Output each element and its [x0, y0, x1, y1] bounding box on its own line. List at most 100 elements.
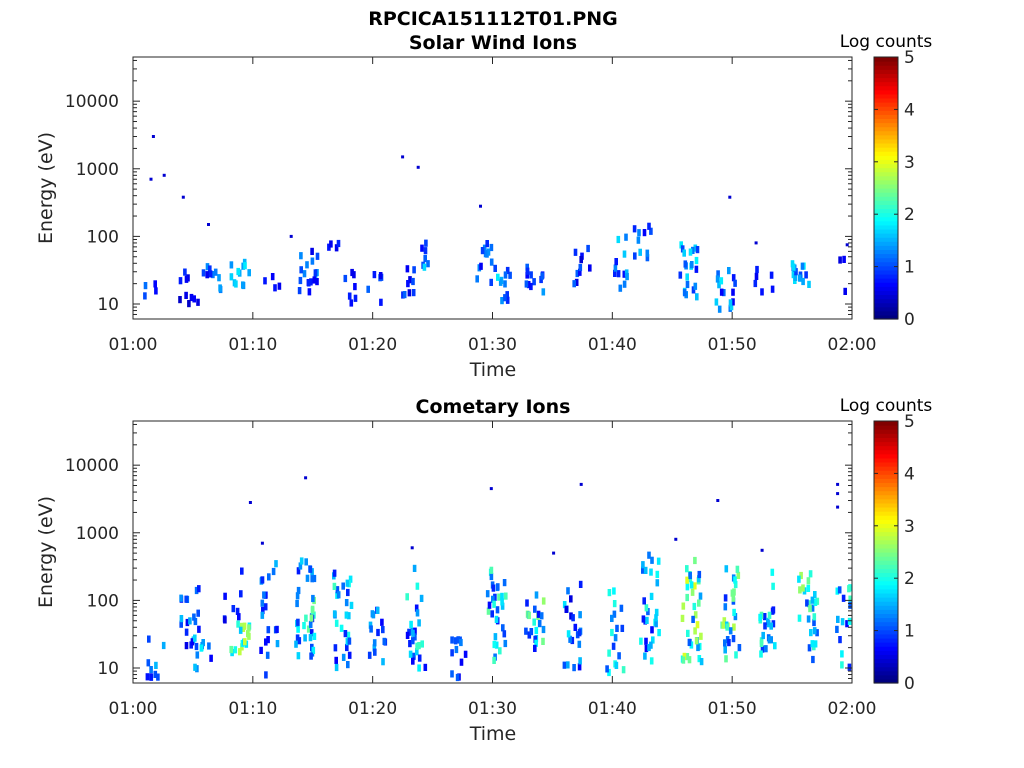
colorbar-segment: [874, 69, 898, 74]
colorbar-segment: [874, 302, 898, 308]
colorbar-segment: [874, 167, 898, 173]
spectrogram-cell: [207, 642, 211, 650]
spectrogram-cell: [154, 287, 158, 295]
spectrogram-cell: [645, 616, 649, 624]
spectrogram-cell: [770, 568, 775, 576]
spectrogram-cell: [265, 651, 270, 659]
spectrogram-cell: [541, 288, 546, 296]
solar-wind-spectrogram-cells: [143, 135, 849, 313]
spectrogram-cell: [649, 568, 653, 576]
spectrogram-cell: [188, 617, 192, 625]
spectrogram-cell: [754, 272, 759, 280]
spectrogram-cell: [690, 588, 695, 596]
spectrogram-cell: [771, 620, 776, 628]
spectrogram-cell: [407, 289, 412, 297]
spectrogram-cell: [717, 305, 722, 313]
spectrogram-point: [207, 223, 210, 226]
spectrogram-cell: [527, 611, 531, 620]
spectrogram-cell: [303, 634, 307, 642]
spectrogram-cell: [267, 573, 271, 581]
spectrogram-cell: [564, 605, 569, 613]
spectrogram-cell: [771, 582, 775, 590]
spectrogram-cell: [489, 566, 494, 574]
spectrogram-point: [836, 482, 840, 486]
spectrogram-cell: [807, 644, 812, 652]
colorbar-tick-label: 0: [904, 310, 915, 330]
spectrogram-cell: [332, 582, 337, 590]
solar-wind-panel-title: Solar Wind Ions: [409, 32, 577, 54]
spectrogram-cell: [725, 623, 729, 631]
spectrogram-cell: [296, 586, 301, 595]
spectrogram-cell: [492, 656, 496, 664]
spectrogram-cell: [344, 599, 349, 607]
spectrogram-cell: [309, 614, 314, 622]
spectrogram-cell: [808, 605, 812, 613]
spectrogram-cell: [815, 597, 820, 605]
spectrogram-cell: [229, 645, 233, 654]
colorbar-segment: [874, 482, 898, 488]
colorbar-segment: [874, 310, 898, 316]
y-tick-label: 1000: [76, 160, 119, 180]
spectrogram-cell: [571, 614, 575, 622]
spectrogram-cell: [762, 613, 767, 621]
spectrogram-cell: [693, 611, 698, 619]
spectrogram-cell: [235, 607, 240, 615]
spectrogram-cell: [732, 623, 736, 631]
colorbar-segment: [874, 122, 898, 128]
spectrogram-cell: [735, 565, 740, 573]
spectrogram-cell: [299, 252, 303, 260]
spectrogram-cell: [723, 646, 727, 654]
spectrogram-cell: [808, 570, 813, 578]
spectrogram-cell: [613, 634, 618, 642]
spectrogram-cell: [415, 648, 419, 656]
spectrogram-cell: [503, 280, 507, 288]
colorbar-segment: [874, 77, 898, 83]
colorbar-segment: [874, 282, 898, 287]
colorbar-segment: [874, 511, 898, 516]
spectrogram-cell: [722, 617, 727, 625]
spectrogram-cell: [490, 610, 494, 618]
spectrogram-cell: [526, 281, 531, 289]
spectrogram-cell: [714, 298, 719, 306]
spectrogram-cell: [412, 564, 417, 572]
spectrogram-cell: [194, 642, 199, 651]
spectrogram-cell: [223, 616, 227, 624]
spectrogram-cell: [154, 661, 158, 669]
spectrogram-cell: [143, 292, 147, 300]
colorbar-segment: [874, 65, 898, 70]
spectrogram-cell: [346, 661, 350, 669]
spectrogram-cell: [372, 639, 377, 647]
spectrogram-cell: [192, 295, 196, 303]
spectrogram-cell: [695, 293, 699, 301]
spectrogram-cell: [420, 640, 424, 648]
spectrogram-cell: [450, 670, 454, 678]
spectrogram-cell: [612, 600, 617, 608]
spectrogram-cell: [761, 631, 765, 640]
spectrogram-cell: [685, 576, 689, 584]
spectrogram-cell: [349, 299, 354, 307]
spectrogram-cell: [815, 629, 819, 637]
spectrogram-cell: [196, 298, 200, 306]
colorbar-segment: [874, 220, 898, 226]
spectrogram-cell: [237, 613, 241, 621]
spectrogram-cell: [699, 658, 704, 666]
spectrogram-cell: [618, 284, 623, 292]
spectrogram-cell: [578, 263, 583, 272]
spectrogram-cell: [649, 592, 654, 600]
colorbar-segment: [874, 605, 898, 610]
spectrogram-cell: [698, 592, 703, 600]
spectrogram-cell: [260, 599, 265, 607]
spectrogram-cell: [482, 244, 487, 252]
spectrogram-cell: [423, 255, 427, 263]
spectrogram-cell: [727, 639, 731, 647]
colorbar-segment: [874, 196, 898, 201]
spectrogram-cell: [537, 620, 542, 628]
spectrogram-cell: [843, 287, 847, 295]
spectrogram-cell: [767, 611, 772, 619]
spectrogram-cell: [491, 595, 495, 603]
spectrogram-cell: [271, 567, 276, 576]
spectrogram-cell: [694, 256, 699, 265]
spectrogram-cell: [378, 272, 383, 280]
spectrogram-cell: [419, 594, 424, 602]
colorbar-segment: [874, 192, 898, 197]
